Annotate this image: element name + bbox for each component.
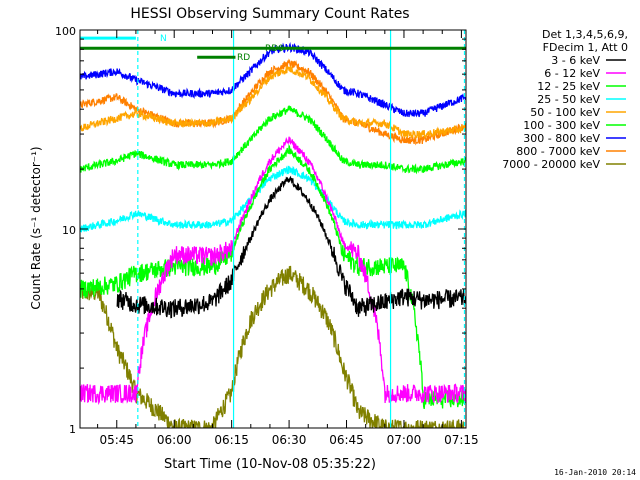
x-tick-label: 06:15 xyxy=(214,433,249,447)
x-tick-label: 06:30 xyxy=(272,433,307,447)
axes: N RD0 RD 1 10 100 05:45 06:00 06:15 06:30 06:45 07:… xyxy=(55,25,479,447)
series-line-4 xyxy=(80,65,466,141)
legend-label-4: 50 - 100 keV xyxy=(530,106,600,119)
y-tick-label: 10 xyxy=(62,224,76,237)
state-bar-label-1: RD0 xyxy=(265,44,284,54)
x-tick-label: 06:45 xyxy=(329,433,364,447)
state-bar-label-0: N xyxy=(160,34,167,44)
legend-label-7: 800 - 7000 keV xyxy=(516,145,600,158)
legend-label-6: 300 - 800 keV xyxy=(523,132,600,145)
legend-label-2: 12 - 25 keV xyxy=(537,80,600,93)
y-tick-label: 100 xyxy=(55,25,76,38)
legend-label-1: 6 - 12 keV xyxy=(544,67,600,80)
series-line-1 xyxy=(80,136,466,406)
x-tick-label: 07:15 xyxy=(444,433,479,447)
y-axis-label: Count Rate (s⁻¹ detector⁻¹) xyxy=(29,146,43,309)
x-axis-label: Start Time (10-Nov-08 05:35:22) xyxy=(164,457,376,472)
x-tick-label: 06:00 xyxy=(157,433,192,447)
chart-title: HESSI Observing Summary Count Rates xyxy=(130,6,409,22)
legend-label-5: 100 - 300 keV xyxy=(523,119,600,132)
series-line-3 xyxy=(80,165,466,233)
series-line-5 xyxy=(80,105,466,175)
series-line-8 xyxy=(80,265,466,428)
legend-header-line: Det 1,3,4,5,6,9, xyxy=(542,28,628,41)
y-tick-label: 1 xyxy=(69,423,76,436)
legend-label-0: 3 - 6 keV xyxy=(551,54,600,67)
plot-area xyxy=(80,30,466,428)
x-tick-label: 07:00 xyxy=(387,433,422,447)
series-line-0 xyxy=(116,175,466,319)
legend-label-3: 25 - 50 keV xyxy=(537,93,600,106)
series-line-2 xyxy=(80,144,466,410)
legend-header-line: FDecim 1, Att 0 xyxy=(543,41,628,54)
state-bar-label-2: RD xyxy=(237,53,250,63)
x-tick-label: 05:45 xyxy=(99,433,134,447)
legend-label-8: 7000 - 20000 keV xyxy=(502,158,600,171)
legend: Det 1,3,4,5,6,9,FDecim 1, Att 03 - 6 keV… xyxy=(502,28,628,171)
series-line-6 xyxy=(80,42,466,118)
series-line-7 xyxy=(80,58,466,146)
footer-date: 16-Jan-2010 20:14 xyxy=(554,468,636,477)
